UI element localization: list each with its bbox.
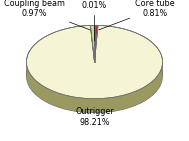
Polygon shape [94, 25, 98, 62]
Text: Coupling beam
0.97%: Coupling beam 0.97% [4, 0, 90, 30]
Text: Outrigger
98.21%: Outrigger 98.21% [75, 107, 114, 127]
Text: Mega column
0.01%: Mega column 0.01% [67, 0, 122, 41]
Ellipse shape [26, 39, 163, 113]
Polygon shape [26, 25, 163, 99]
Polygon shape [26, 25, 163, 76]
Polygon shape [90, 25, 94, 62]
Text: Core tube
0.81%: Core tube 0.81% [99, 0, 175, 30]
